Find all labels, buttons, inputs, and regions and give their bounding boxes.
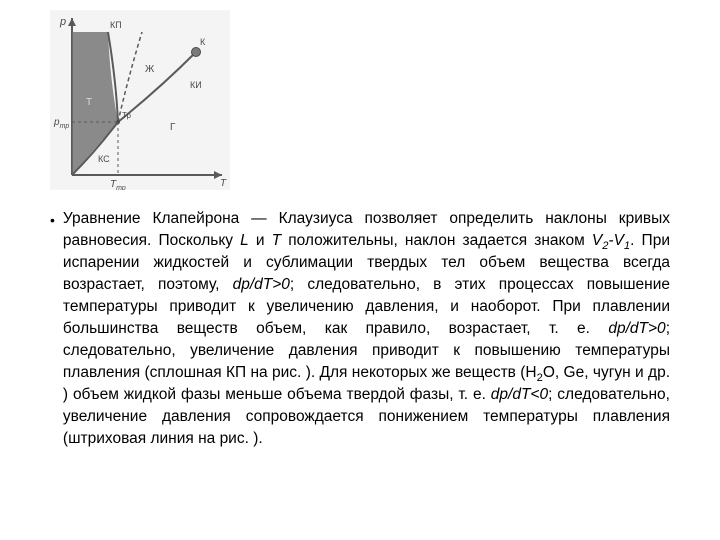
axis-p-label: p	[59, 16, 66, 28]
phase-diagram: p T КП К Ж КИ Т Г КС Тр pтр Tтр	[50, 10, 230, 190]
label-ks: КС	[98, 154, 110, 164]
label-zh: Ж	[145, 64, 155, 75]
body-paragraph-block: • Уравнение Клапейрона — Клаузиуса позво…	[40, 208, 680, 450]
label-t-solid: Т	[86, 97, 92, 108]
phase-diagram-svg: p T КП К Ж КИ Т Г КС Тр pтр Tтр	[50, 10, 230, 190]
bullet-marker: •	[50, 209, 55, 231]
label-tp: Тр	[122, 111, 131, 120]
label-ki: КИ	[190, 80, 202, 90]
axis-t-label: T	[220, 178, 227, 189]
label-g: Г	[170, 122, 176, 133]
label-kp: КП	[110, 20, 122, 30]
body-paragraph: Уравнение Клапейрона — Клаузиуса позволя…	[63, 208, 670, 450]
label-k: К	[200, 37, 206, 47]
